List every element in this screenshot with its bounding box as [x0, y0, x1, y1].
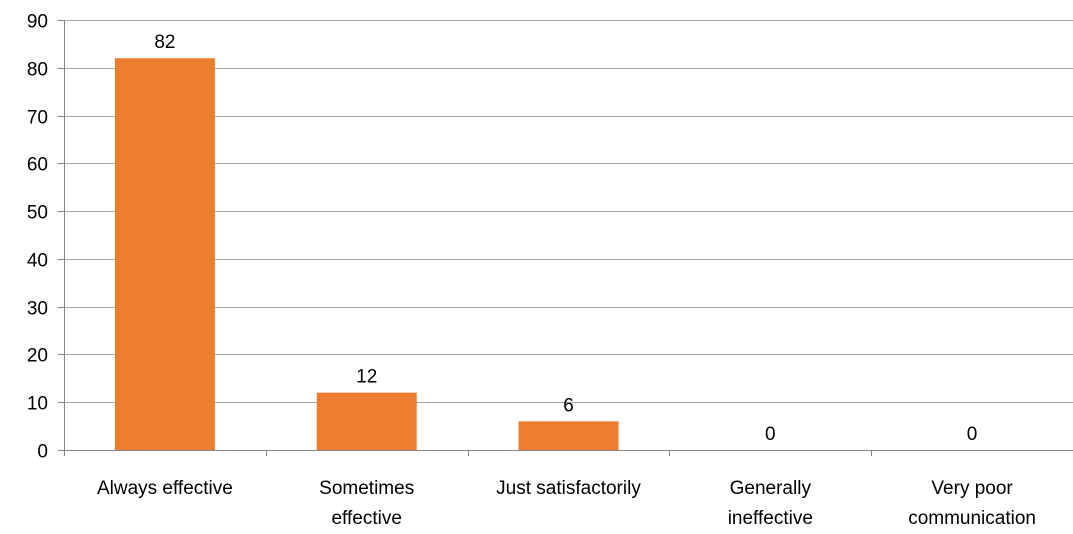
category-label: Generally ineffective — [728, 478, 813, 529]
bar — [518, 421, 619, 450]
y-tick-label: 0 — [37, 442, 48, 463]
y-tick-label: 10 — [27, 394, 48, 415]
y-tick-label: 80 — [27, 60, 48, 81]
bars — [114, 58, 619, 450]
data-label: 6 — [563, 395, 574, 416]
y-tick-label: 40 — [27, 251, 48, 272]
y-tick-label: 50 — [27, 203, 48, 224]
y-tick-label: 20 — [27, 346, 48, 367]
y-tick-label: 30 — [27, 299, 48, 320]
category-label: Sometimes effective — [319, 478, 414, 529]
category-label: Always effective — [97, 478, 233, 499]
y-tick-label: 90 — [27, 12, 48, 33]
data-label: 12 — [356, 367, 377, 388]
axes — [58, 20, 1073, 456]
bar — [316, 392, 417, 450]
data-label: 0 — [967, 424, 978, 445]
data-label: 0 — [765, 424, 776, 445]
y-tick-label: 60 — [27, 155, 48, 176]
y-tick-label: 70 — [27, 108, 48, 129]
gridlines — [64, 20, 1073, 403]
data-label: 82 — [154, 32, 175, 53]
bar — [114, 58, 215, 450]
category-label: Very poor communication — [908, 478, 1036, 529]
category-label: Just satisfactorily — [496, 478, 641, 499]
